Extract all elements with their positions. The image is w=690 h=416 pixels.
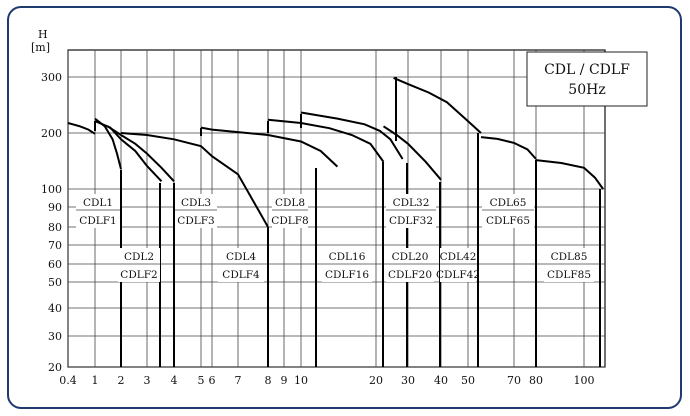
region-label-bg bbox=[218, 248, 264, 282]
y-axis-label: H bbox=[38, 28, 48, 41]
region-label-bottom: CDLF3 bbox=[177, 215, 214, 227]
region-label-bottom: CDLF1 bbox=[79, 215, 116, 227]
curves bbox=[67, 76, 604, 228]
region-label-bg bbox=[386, 248, 434, 282]
curve-cdl32 bbox=[300, 111, 404, 160]
region-label-bg bbox=[175, 194, 217, 228]
x-tick-label: 1 bbox=[92, 374, 99, 387]
x-tick-label: 70 bbox=[507, 374, 521, 387]
region-label-bg bbox=[118, 248, 160, 282]
x-tick-label: 50 bbox=[461, 374, 475, 387]
legend-box bbox=[526, 51, 648, 107]
y-tick-label: 50 bbox=[48, 276, 62, 289]
region-label-bg bbox=[386, 194, 436, 228]
y-tick-label: 200 bbox=[41, 127, 62, 140]
curve-cdl20 bbox=[267, 118, 385, 163]
region-label-bg bbox=[322, 248, 372, 282]
curve-cdl4 bbox=[107, 125, 175, 182]
x-tick-label: 8 bbox=[265, 374, 272, 387]
x-tick-label: 0.4 bbox=[59, 374, 77, 387]
y-tick-label: 100 bbox=[41, 183, 62, 196]
x-tick-label: 30 bbox=[401, 374, 415, 387]
region-label-top: CDL8 bbox=[275, 197, 305, 209]
cutoff-lines bbox=[94, 77, 601, 367]
y-tick-label: 40 bbox=[48, 302, 62, 315]
y-tick-labels: 20 30 40 50 60 70 80 90 100 200 300 bbox=[41, 71, 62, 374]
x-tick-labels: 0.4 1 2 3 4 5 6 7 8 9 10 20 30 40 50 70 80 100 bbox=[59, 374, 594, 387]
region-label-bottom: CDLF20 bbox=[388, 269, 432, 281]
y-tick-label: 60 bbox=[48, 258, 62, 271]
y-tick-label: 70 bbox=[48, 239, 62, 252]
curve-cdl85-tail bbox=[535, 159, 604, 190]
region-label-top: CDL2 bbox=[124, 251, 154, 263]
region-label-top: CDL32 bbox=[393, 197, 430, 209]
y-tick-label: 300 bbox=[41, 71, 62, 84]
region-label-bottom: CDLF42 bbox=[436, 269, 480, 281]
region-label-bottom: CDLF32 bbox=[389, 215, 433, 227]
x-tick-label: 40 bbox=[434, 374, 448, 387]
y-tick-label: 80 bbox=[48, 221, 62, 234]
region-label-bottom: CDLF2 bbox=[120, 269, 157, 281]
region-label-top: CDL1 bbox=[83, 197, 113, 209]
x-tick-label: 100 bbox=[574, 374, 595, 387]
y-tick-label: 90 bbox=[48, 201, 62, 214]
x-tick-label: 7 bbox=[235, 374, 242, 387]
region-label-bottom: CDLF16 bbox=[325, 269, 369, 281]
curve-cdl16 bbox=[200, 126, 339, 168]
region-label-bg bbox=[272, 194, 308, 228]
chart-title: CDL / CDLF bbox=[544, 62, 630, 78]
curve-cdl42 bbox=[382, 125, 442, 181]
region-label-top: CDL85 bbox=[551, 251, 588, 263]
curve-cdl65 bbox=[393, 76, 482, 134]
region-label-top: CDL20 bbox=[392, 251, 429, 263]
region-label-bottom: CDLF65 bbox=[486, 215, 530, 227]
x-tick-label: 2 bbox=[118, 374, 125, 387]
region-label-top: CDL65 bbox=[490, 197, 527, 209]
region-label-bottom: CDLF4 bbox=[222, 269, 260, 281]
x-tick-label: 4 bbox=[171, 374, 178, 387]
y-tick-label: 30 bbox=[48, 330, 62, 343]
x-tick-label: 80 bbox=[529, 374, 543, 387]
curve-cdl3 bbox=[94, 120, 163, 182]
region-label-bg bbox=[482, 194, 534, 228]
y-tick-label: 20 bbox=[48, 361, 62, 374]
region-label-bg bbox=[76, 194, 120, 228]
y-axis-unit: [m] bbox=[31, 41, 50, 54]
region-label-bottom: CDLF85 bbox=[547, 269, 591, 281]
x-tick-label: 9 bbox=[281, 374, 288, 387]
region-label-bg bbox=[440, 248, 476, 282]
region-label-top: CDL16 bbox=[329, 251, 366, 263]
region-label-top: CDL3 bbox=[181, 197, 211, 209]
curve-cdl1 bbox=[67, 122, 96, 135]
x-tick-label: 3 bbox=[144, 374, 151, 387]
curve-cdl85 bbox=[480, 136, 537, 160]
region-labels: CDL1 CDLF1 CDL2 CDLF2 CDL3 CDLF3 CDL4 CDLF4 CDL8… bbox=[76, 194, 594, 282]
region-label-top: CDL4 bbox=[226, 251, 256, 263]
region-label-bg bbox=[544, 248, 594, 282]
region-label-top: CDL42 bbox=[440, 251, 477, 263]
region-label-bottom: CDLF8 bbox=[271, 215, 308, 227]
x-tick-label: 5 bbox=[198, 374, 205, 387]
x-tick-label: 10 bbox=[294, 374, 308, 387]
x-tick-label: 6 bbox=[209, 374, 216, 387]
x-tick-label: 20 bbox=[369, 374, 383, 387]
curve-cdl8 bbox=[120, 132, 269, 228]
chart-subtitle: 50Hz bbox=[568, 82, 605, 98]
